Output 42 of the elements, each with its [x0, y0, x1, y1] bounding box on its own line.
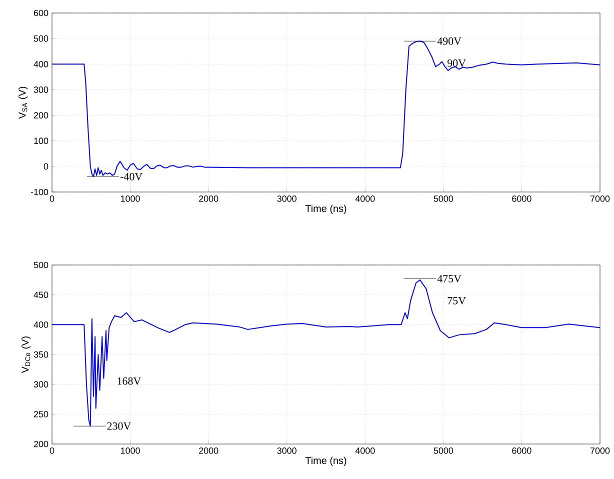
x-tick-label: 7000: [590, 196, 610, 202]
x-tick-label: 3000: [277, 196, 296, 202]
x-tick-label: 0: [50, 196, 54, 202]
y-tick-label: 450: [34, 292, 48, 298]
y-tick-label: 300: [34, 86, 48, 93]
x-tick-label: 7000: [590, 448, 610, 454]
annotation: 168V: [118, 377, 141, 385]
y-tick-label: 400: [34, 60, 48, 68]
y-tick-label: 100: [34, 138, 48, 144]
x-tick-label: 2000: [199, 448, 218, 454]
y-tick-label: 0: [44, 163, 48, 170]
annotation: 475V: [437, 275, 462, 282]
x-axis-title: Time (ns): [305, 456, 346, 466]
y-tick-label: 350: [34, 351, 48, 358]
y-tick-label: 250: [34, 410, 48, 418]
x-tick-label: 4000: [355, 448, 375, 454]
y-tick-label: 600: [34, 10, 48, 16]
annotation: -40V: [120, 172, 142, 180]
x-tick-label: 6000: [512, 196, 532, 202]
y-tick-label: 200: [34, 440, 48, 448]
x-tick-label: 6000: [512, 448, 532, 454]
x-tick-label: 5000: [434, 448, 454, 454]
y-tick-label: 300: [34, 381, 48, 388]
annotation: 490V: [437, 37, 462, 45]
x-axis-title: Time (ns): [305, 204, 346, 214]
y-tick-label: 500: [34, 35, 48, 42]
x-tick-label: 3000: [277, 448, 296, 454]
y-axis-title: V$_{DCe}$ (V): [21, 336, 31, 374]
annotation: 75V: [448, 297, 466, 304]
annotation: 230V: [107, 422, 131, 430]
y-tick-label: 400: [34, 321, 48, 328]
x-tick-label: 0: [50, 448, 54, 454]
x-tick-label: 1000: [121, 448, 140, 454]
x-tick-label: 4000: [355, 196, 375, 202]
y-tick-label: 200: [34, 112, 48, 118]
x-tick-label: 1000: [121, 196, 140, 202]
annotation: 90V: [447, 59, 466, 67]
x-tick-label: 2000: [199, 196, 218, 202]
y-axis-title: V$_{SA}$ (V): [18, 86, 28, 119]
y-tick-label: -100: [30, 188, 48, 196]
x-tick-label: 5000: [434, 196, 454, 202]
y-tick-label: 500: [34, 262, 48, 268]
